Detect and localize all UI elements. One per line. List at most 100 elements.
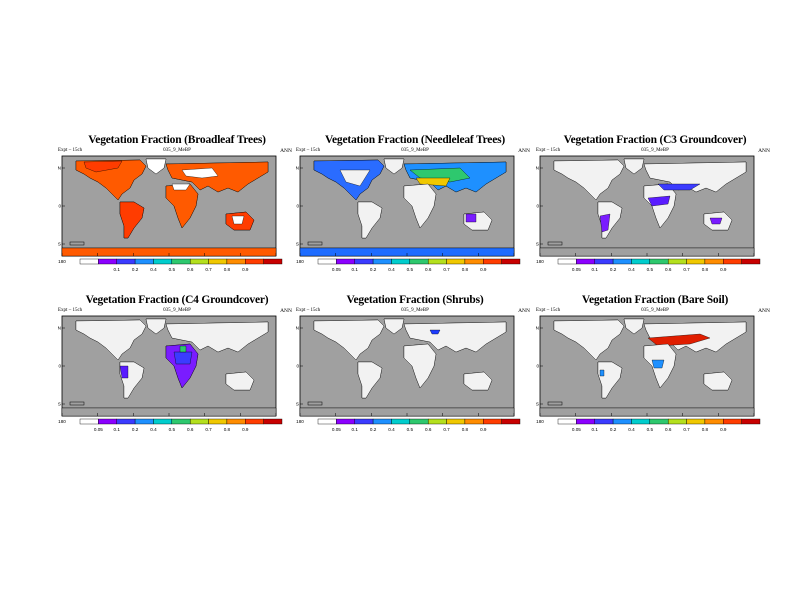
lon-tick-label: 180 (296, 419, 304, 424)
colorbar-label: 0.4 (388, 427, 395, 432)
season-label: ANN (758, 148, 770, 154)
colorbar-segment (263, 418, 283, 425)
vegetation-region (145, 318, 167, 335)
colorbar-segment (723, 418, 742, 425)
colorbar-segment (501, 258, 521, 265)
colorbar-segment (153, 258, 173, 265)
expt-label: Expt – 15ch (536, 148, 561, 153)
colorbar-segment (336, 258, 355, 265)
lat-tick-label: 60N (58, 166, 61, 171)
colorbar-segment (667, 258, 687, 265)
expt-label: Expt – 15ch (58, 148, 83, 153)
colorbar-label: 0.05 (572, 267, 581, 272)
lat-tick-label: 60S (58, 402, 61, 407)
vegetation-region (165, 183, 199, 229)
colorbar-label: 0.7 (683, 267, 690, 272)
lon-tick-label: 180 (536, 259, 544, 264)
colorbar-segment (208, 418, 228, 425)
colorbar: 0.05 0.1 0.2 0.4 0.5 0.6 0.7 0.8 0.9 (317, 258, 521, 272)
colorbar-segment (576, 418, 595, 425)
colorbar-label: 0.6 (665, 267, 672, 272)
colorbar-segment (171, 258, 191, 265)
map-area: 60N060S180120W60W060E120E180 (296, 315, 518, 424)
expt-label: Expt – 15ch (58, 308, 83, 313)
lon-tick-label: 180 (536, 419, 544, 424)
vegetation-region (231, 215, 245, 225)
vegetation-region (357, 361, 383, 399)
vegetation-region (651, 359, 665, 369)
vegetation-region (403, 183, 437, 229)
map-area: 60N060S180120W60W060E120E180 (58, 155, 280, 264)
vegetation-region (709, 217, 723, 225)
case-label: 035_9_MeBP (641, 308, 669, 313)
colorbar-segment (391, 258, 411, 265)
colorbar-label: 0.8 (702, 267, 709, 272)
vegetation-region (647, 195, 671, 207)
lat-tick-label: 60N (58, 326, 61, 331)
colorbar-segment (686, 258, 706, 265)
colorbar: 0.05 0.1 0.2 0.4 0.5 0.6 0.7 0.8 0.9 (317, 418, 521, 432)
vegetation-region (383, 158, 405, 175)
colorbar-segment (245, 258, 264, 265)
colorbar-label: 0.2 (610, 427, 617, 432)
colorbar-label: 0.4 (150, 427, 157, 432)
vegetation-region (181, 167, 219, 179)
colorbar-segment (226, 418, 246, 425)
colorbar-segment (741, 418, 761, 425)
lat-tick-label: 0 (536, 364, 539, 369)
colorbar-segment (317, 418, 337, 425)
lat-tick-label: 0 (536, 204, 539, 209)
map-panel: Vegetation Fraction (Needleleaf Trees) Ex… (296, 134, 534, 294)
colorbar-segment (686, 418, 706, 425)
colorbar-label: 0.6 (187, 427, 194, 432)
lat-tick-label: 60S (296, 242, 299, 247)
colorbar-segment (189, 418, 209, 425)
map-area: 60N060S180120W60W060E120E180 (536, 155, 758, 264)
colorbar-label: 0.2 (610, 267, 617, 272)
vegetation-region (403, 321, 507, 353)
lat-tick-label: 0 (58, 364, 61, 369)
vegetation-region (339, 169, 371, 187)
colorbar-label: 0.9 (242, 427, 249, 432)
colorbar-segment (263, 258, 283, 265)
colorbar-label: 0.1 (592, 427, 599, 432)
colorbar-label: 0.8 (702, 427, 709, 432)
vegetation-region (647, 333, 711, 347)
vegetation-region (415, 177, 451, 187)
colorbar-segment (446, 418, 466, 425)
season-label: ANN (518, 148, 530, 154)
colorbar-segment (372, 258, 392, 265)
colorbar-segment (226, 258, 246, 265)
vegetation-region (145, 158, 167, 175)
map-panel: Vegetation Fraction (C3 Groundcover) Expt… (536, 134, 774, 294)
colorbar-segment (723, 258, 742, 265)
colorbar-segment (464, 258, 484, 265)
vegetation-region (383, 318, 405, 335)
scale-box (547, 401, 563, 406)
lat-tick-label: 60N (296, 166, 299, 171)
vegetation-region (165, 321, 269, 353)
colorbar-label: 0.1 (114, 267, 121, 272)
colorbar: 0.1 0.2 0.4 0.5 0.6 0.7 0.8 0.9 (79, 258, 283, 272)
colorbar-label: 0.8 (224, 427, 231, 432)
colorbar-label: 0.8 (224, 267, 231, 272)
colorbar-label: 0.5 (407, 427, 414, 432)
colorbar: 0.05 0.1 0.2 0.4 0.5 0.6 0.7 0.8 0.9 (79, 418, 283, 432)
colorbar-segment (409, 418, 429, 425)
colorbar-label: 0.9 (480, 427, 487, 432)
colorbar: 0.05 0.1 0.2 0.4 0.5 0.6 0.7 0.8 0.9 (557, 418, 761, 432)
colorbar-segment (576, 258, 595, 265)
vegetation-region (623, 318, 645, 335)
colorbar-segment (336, 418, 355, 425)
colorbar-segment (427, 418, 447, 425)
colorbar-segment (171, 418, 191, 425)
season-label: ANN (280, 308, 292, 314)
colorbar-label: 0.5 (169, 427, 176, 432)
colorbar-segment (372, 418, 392, 425)
colorbar-segment (79, 258, 99, 265)
panel-title: Vegetation Fraction (C3 Groundcover) (563, 134, 747, 146)
map-area: 60N060S180120W60W060E120E180 (58, 315, 280, 424)
case-label: 035_9_MeBP (401, 148, 429, 153)
lat-tick-label: 60S (536, 242, 539, 247)
colorbar-segment (649, 258, 669, 265)
